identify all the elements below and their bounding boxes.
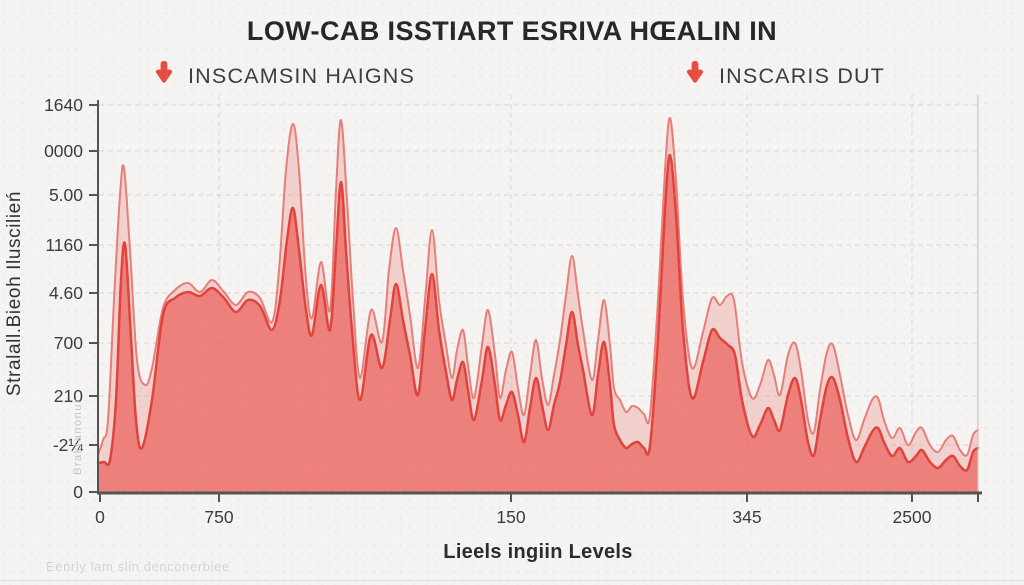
y-tick-label: 1160 [45, 235, 83, 255]
y-tick-label: 210 [54, 386, 83, 406]
footer-watermark-text: Eenrly lam slin denconerbiee [46, 559, 230, 574]
chart-title: LOW-CAB ISSTIART ESRIVA HŒALIN IN [246, 16, 778, 46]
x-tick-label: 2500 [893, 507, 932, 527]
x-tick-label: 0 [95, 507, 105, 527]
area-outline [96, 153, 980, 472]
down-arrow-icon [155, 60, 173, 83]
bottom-divider [0, 580, 1024, 581]
axes [89, 95, 982, 502]
y-tick-label: 700 [54, 333, 83, 353]
y-tick-label: 0000 [44, 141, 83, 161]
y-tick-label: 5.00 [49, 185, 83, 205]
down-arrow-glyph [686, 60, 704, 83]
x-tick-label: 345 [732, 507, 761, 527]
y-tick-label: 1640 [44, 95, 83, 115]
tick-labels: 1640 0000 5.00 1160 4.60 700 210 -2¼ 00 750 150 345… [44, 95, 932, 527]
x-tick-label: 150 [496, 507, 525, 527]
y-axis-title: Stralall.Bieoh Iluscilień [4, 190, 25, 397]
down-arrow-icon [686, 60, 704, 83]
legend-item-1: INSCAMSIN HAIGNS [153, 58, 415, 94]
area-series-2 [96, 153, 980, 492]
area-outline [97, 116, 979, 457]
x-tick-label: 750 [204, 507, 233, 527]
down-arrow-glyph [155, 60, 173, 83]
legend-label: INSCARIS DUT [719, 63, 886, 88]
legend-item-2: INSCARIS DUT [684, 58, 885, 94]
legend-label: INSCAMSIN HAIGNS [188, 63, 416, 88]
side-watermark-text: Brakranonur [72, 397, 84, 475]
y-tick-label: 0 [73, 482, 83, 502]
x-axis-title: Lieels ingiin Levels [443, 541, 633, 563]
y-tick-label: -2¼ [53, 435, 84, 455]
area-fill [98, 154, 978, 492]
y-tick-label: 4.60 [49, 283, 83, 303]
